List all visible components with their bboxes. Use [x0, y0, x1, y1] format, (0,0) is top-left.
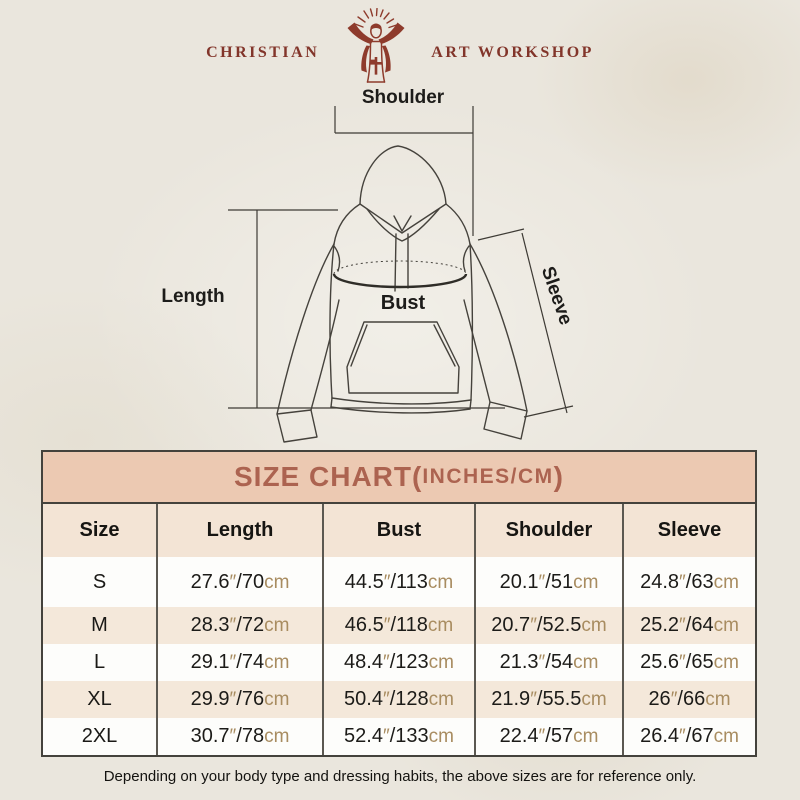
measure-cell: 48.4″/123cm: [322, 644, 475, 681]
table-row: M 28.3″/72cm 46.5″/118cm 20.7″/52.5cm 25.2″/…: [43, 607, 755, 644]
title-main: SIZE CHART(: [234, 461, 423, 492]
measure-cell: 24.8″/63cm: [622, 557, 755, 607]
column-header-row: Size Length Bust Shoulder Sleeve: [43, 504, 755, 557]
measure-cell: 29.1″/74cm: [156, 644, 323, 681]
measure-cell: 46.5″/118cm: [322, 607, 475, 644]
column-header: Bust: [322, 504, 475, 557]
column-header: Shoulder: [474, 504, 623, 557]
measure-cell: 52.4″/133cm: [322, 718, 475, 755]
sleeve-line: [521, 232, 568, 414]
table-row: L 29.1″/74cm 48.4″/123cm 21.3″/54cm 25.6″/65…: [43, 644, 755, 681]
size-label: XL: [87, 688, 112, 710]
measure-cell: 22.4″/57cm: [474, 718, 623, 755]
bust-line-solid: [332, 273, 468, 289]
diagram-label-shoulder: Shoulder: [361, 87, 445, 108]
measure-cell: 21.3″/54cm: [474, 644, 623, 681]
table-row: S 27.6″/70cm 44.5″/113cm 20.1″/51cm 24.8″/63…: [43, 557, 755, 607]
measure-cell: 20.7″/52.5cm: [474, 607, 623, 644]
measure-cell: 27.6″/70cm: [156, 557, 323, 607]
size-label: M: [91, 614, 108, 636]
size-rows: S 27.6″/70cm 44.5″/113cm 20.1″/51cm 24.8″/63…: [43, 557, 755, 755]
measure-cell: 20.1″/51cm: [474, 557, 623, 607]
brand-name-right: ART WORKSHOP: [431, 44, 594, 61]
brand-logo: CHRISTIAN: [0, 8, 800, 84]
sleeve-tick-bottom: [523, 405, 574, 418]
size-chart: SIZE CHART(INCHES/CM) Size Length Bust Shou…: [41, 450, 757, 757]
footer-note: Depending on your body type and dressing…: [103, 768, 697, 785]
brand-name-left: CHRISTIAN: [206, 44, 320, 61]
measure-cell: 44.5″/113cm: [322, 557, 475, 607]
measure-cell: 25.2″/64cm: [622, 607, 755, 644]
measure-cell: 25.6″/65cm: [622, 644, 755, 681]
jesus-logo-icon: [347, 8, 405, 83]
measure-cell: 21.9″/55.5cm: [474, 681, 623, 718]
title-unit: INCHES/CM: [422, 465, 554, 488]
measure-cell: 30.7″/78cm: [156, 718, 323, 755]
measure-cell: 28.3″/72cm: [156, 607, 323, 644]
measure-cell: 26″/66cm: [622, 681, 755, 718]
size-table: Size Length Bust Shoulder Sleeve S 27.6″/70cm…: [43, 504, 755, 755]
measure-cell: 26.4″/67cm: [622, 718, 755, 755]
size-label: L: [93, 651, 106, 673]
table-row: XL 29.9″/76cm 50.4″/128cm 21.9″/55.5cm 26″/6…: [43, 681, 755, 718]
size-label: 2XL: [81, 725, 118, 747]
sleeve-tick-top: [477, 228, 525, 241]
size-chart-title: SIZE CHART(INCHES/CM): [43, 452, 755, 504]
column-header: Sleeve: [622, 504, 755, 557]
table-row: 2XL 30.7″/78cm 52.4″/133cm 22.4″/57cm 26.4″/…: [43, 718, 755, 755]
size-label: S: [92, 570, 107, 593]
diagram-label-bust: Bust: [380, 292, 426, 314]
diagram-label-length: Length: [161, 286, 225, 307]
title-close: ): [553, 461, 564, 492]
bust-line-dashed: [333, 260, 467, 275]
column-header: Size: [43, 504, 157, 557]
measure-cell: 29.9″/76cm: [156, 681, 323, 718]
column-header: Length: [156, 504, 323, 557]
measure-cell: 50.4″/128cm: [322, 681, 475, 718]
hoodie-diagram: [228, 106, 574, 443]
